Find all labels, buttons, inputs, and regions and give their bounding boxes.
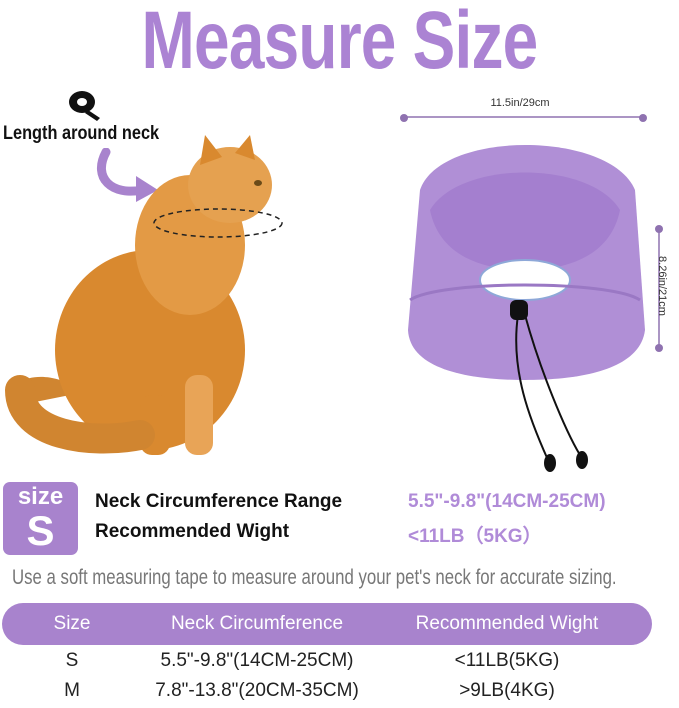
neck-label: Length around neck	[3, 123, 160, 144]
cell-neck: 5.5"-9.8"(14CM-25CM)	[160, 650, 354, 671]
neck-range-value: 5.5"-9.8"(14CM-25CM)	[408, 491, 606, 512]
height-dimension: 8.26in/21cm	[656, 256, 668, 316]
header-size: Size	[53, 613, 91, 634]
cell-weight: >9LB(4KG)	[459, 680, 555, 701]
table-row: M 7.8"-13.8"(20CM-35CM) >9LB(4KG)	[2, 680, 652, 708]
paw-icon	[400, 114, 408, 122]
page-title: Measure Size	[141, 0, 539, 86]
header-weight: Recommended Wight	[415, 613, 599, 634]
size-badge-letter: S	[26, 507, 55, 554]
measuring-tape-icon	[69, 91, 100, 121]
width-dimension-line	[400, 114, 647, 122]
header-neck: Neck Circumference	[170, 613, 344, 634]
measuring-hint: Use a soft measuring tape to measure aro…	[12, 566, 617, 589]
table-row: S 5.5"-9.8"(14CM-25CM) <11LB(5KG)	[2, 650, 652, 678]
size-badge: size S	[3, 482, 78, 555]
cell-weight: <11LB(5KG)	[454, 650, 560, 671]
neck-range-label: Neck Circumference Range	[95, 491, 343, 512]
cell-neck: 7.8"-13.8"(20CM-35CM)	[155, 680, 359, 701]
paw-icon	[639, 114, 647, 122]
width-dimension: 11.5in/29cm	[490, 97, 550, 109]
size-badge-word: size	[17, 483, 64, 510]
weight-value: <11LB（5KG）	[408, 526, 542, 547]
collar-image	[408, 145, 645, 472]
curved-arrow-icon	[96, 148, 158, 202]
paw-icon	[655, 344, 663, 352]
height-dimension-line	[655, 225, 663, 352]
weight-label: Recommended Wight	[95, 521, 290, 542]
cell-size: M	[64, 680, 80, 701]
cell-size: S	[65, 650, 79, 671]
paw-icon	[655, 225, 663, 233]
cat-image	[5, 135, 283, 455]
table-header: Size Neck Circumference Recommended Wigh…	[2, 603, 652, 645]
